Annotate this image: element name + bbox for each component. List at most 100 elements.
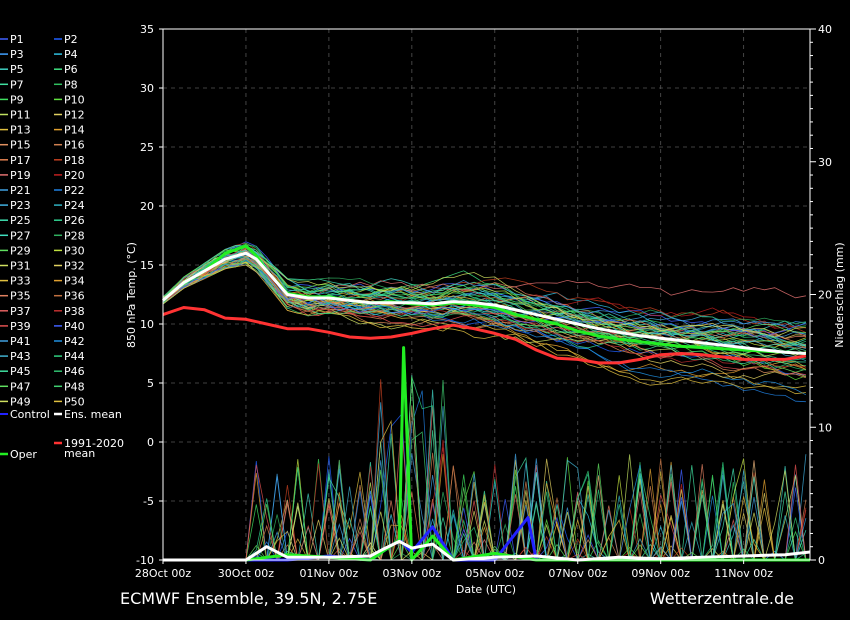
footer-site: Wetterzentrale.de	[650, 589, 794, 608]
legend-label: P44	[64, 350, 85, 363]
ensemble-lines	[162, 241, 807, 562]
ensemble-temp-line	[162, 249, 807, 361]
y-tick-label-left: 5	[147, 377, 154, 390]
chart-title: Palma (ES) 850 hPa Temp. & Niederschlag …	[144, 2, 726, 22]
footer-source: ECMWF Ensemble, 39.5N, 2.75E	[120, 589, 377, 608]
series-line	[162, 306, 807, 365]
ensemble-temp-line	[162, 264, 806, 395]
y-tick-label-right: 30	[818, 156, 832, 169]
legend-label: 1991-2020	[64, 437, 124, 450]
legend-label: P8	[64, 78, 78, 91]
legend-label: P25	[10, 214, 31, 227]
legend-label: P38	[64, 305, 85, 318]
legend-label: P36	[64, 290, 85, 303]
series-line	[162, 244, 806, 355]
ensemble-temp-line	[162, 264, 807, 337]
legend-label: P50	[64, 395, 85, 408]
legend-label: P23	[10, 199, 31, 212]
x-tick-label: 01Nov 00z	[300, 567, 359, 580]
legend-label: P11	[10, 109, 31, 122]
y-tick-label-left: 30	[140, 82, 154, 95]
y-tick-label-right: 10	[818, 421, 832, 434]
x-tick-label: 05Nov 00z	[465, 567, 524, 580]
y-tick-label-right: 0	[818, 554, 825, 567]
ensemble-temp-line	[162, 245, 807, 338]
legend-label: P45	[10, 365, 31, 378]
y-tick-label-right: 40	[818, 23, 832, 36]
legend-label: P19	[10, 169, 31, 182]
series-line	[163, 539, 811, 562]
ensemble-temp-line	[162, 246, 806, 338]
ensemble-temp-line	[162, 243, 806, 336]
x-tick-label: 07Nov 00z	[548, 567, 607, 580]
legend-label: P24	[64, 199, 85, 212]
legend-label: P22	[64, 184, 85, 197]
y-tick-label-right: 20	[818, 289, 832, 302]
legend-label: P18	[64, 154, 85, 167]
ensemble-precip-line	[163, 463, 806, 561]
legend-label: mean	[64, 447, 95, 460]
ensemble-temp-line	[162, 247, 806, 368]
legend: P1 P2 P3 P4 P5 P6 P7 P8 P9 P10 P11 P12 P13 P14 P15 P16 P…	[0, 33, 124, 461]
legend-label: P43	[10, 350, 31, 363]
legend-label: P16	[64, 139, 85, 152]
ensemble-temp-line	[162, 258, 807, 348]
y-axis-left-label: 850 hPa Temp. (°C)	[125, 242, 138, 348]
y-tick-label-left: 25	[140, 141, 154, 154]
legend-label: P49	[10, 395, 31, 408]
y-axis-right-label: Niederschlag (mm)	[833, 242, 846, 347]
legend-label: P39	[10, 320, 31, 333]
legend-label: P7	[10, 78, 24, 91]
legend-label: P42	[64, 335, 85, 348]
legend-label: P26	[64, 214, 85, 227]
x-tick-label: 28Oct 00z	[135, 567, 192, 580]
legend-label: P1	[10, 33, 24, 46]
ensemble-temp-line	[162, 246, 806, 365]
legend-label: Control	[10, 408, 50, 421]
legend-label: P37	[10, 305, 31, 318]
legend-label: Oper	[10, 448, 37, 461]
legend-label: P46	[64, 365, 85, 378]
axes: -10 -5 0 5 10 15 20 25 30 35 0 10 20 30 40 28Oct 00z 30O…	[135, 23, 832, 580]
ensemble-temp-line	[162, 250, 807, 346]
y-tick-label-left: 10	[140, 318, 154, 331]
legend-label: P17	[10, 154, 31, 167]
ensemble-temp-line	[162, 258, 807, 355]
legend-label: P47	[10, 380, 31, 393]
series-line	[162, 251, 806, 355]
x-tick-label: 30Oct 00z	[218, 567, 275, 580]
legend-label: P34	[64, 275, 85, 288]
legend-label: P28	[64, 229, 85, 242]
legend-label: P32	[64, 260, 85, 273]
legend-label: P10	[64, 93, 85, 106]
legend-label: P13	[10, 124, 31, 137]
legend-label: P2	[64, 33, 78, 46]
legend-label: P40	[64, 320, 85, 333]
y-tick-label-left: 20	[140, 200, 154, 213]
legend-label: P27	[10, 229, 31, 242]
y-tick-label-left: 35	[140, 23, 154, 36]
legend-label: P29	[10, 244, 31, 257]
legend-label: P14	[64, 124, 85, 137]
x-axis-label: Date (UTC)	[456, 583, 516, 596]
legend-label: P31	[10, 260, 31, 273]
legend-label: P20	[64, 169, 85, 182]
legend-label: P6	[64, 63, 78, 76]
y-tick-label-left: -10	[136, 554, 154, 567]
legend-label: P30	[64, 244, 85, 257]
x-tick-label: 03Nov 00z	[382, 567, 441, 580]
legend-label: P41	[10, 335, 31, 348]
x-tick-label: 09Nov 00z	[631, 567, 690, 580]
legend-label: P9	[10, 93, 24, 106]
ensemble-temp-line	[162, 259, 807, 396]
y-tick-label-left: 0	[147, 436, 154, 449]
legend-label: P5	[10, 63, 24, 76]
legend-label: P3	[10, 48, 24, 61]
legend-label: Ens. mean	[64, 408, 122, 421]
legend-label: P33	[10, 275, 31, 288]
legend-label: P48	[64, 380, 85, 393]
legend-label: P4	[64, 48, 78, 61]
y-tick-label-left: -5	[143, 495, 154, 508]
legend-label: P21	[10, 184, 31, 197]
legend-label: P15	[10, 139, 31, 152]
